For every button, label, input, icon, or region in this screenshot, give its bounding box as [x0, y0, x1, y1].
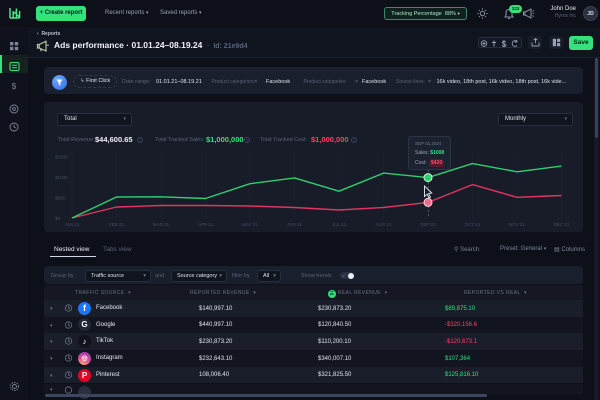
svg-text:MAR 21: MAR 21: [153, 222, 170, 227]
svg-text:JUN 21: JUN 21: [287, 222, 303, 227]
svg-text:JUL 21: JUL 21: [332, 222, 347, 227]
svg-text:$0: $0: [55, 216, 61, 221]
svg-text:APR 21: APR 21: [198, 222, 214, 227]
svg-text:AUG 21: AUG 21: [375, 222, 392, 227]
svg-text:$1000: $1000: [55, 175, 68, 180]
svg-text:MAY 21: MAY 21: [242, 222, 258, 227]
svg-text:SEP 21: SEP 21: [420, 222, 436, 227]
svg-text:OCT 21: OCT 21: [465, 222, 481, 227]
svg-text:NOV 21: NOV 21: [509, 222, 526, 227]
svg-text:$500: $500: [55, 196, 66, 201]
svg-text:FEB 21: FEB 21: [109, 222, 125, 227]
svg-text:$1500: $1500: [55, 155, 68, 160]
svg-text:JAN 21: JAN 21: [65, 222, 80, 227]
svg-text:DEC 21: DEC 21: [554, 222, 570, 227]
